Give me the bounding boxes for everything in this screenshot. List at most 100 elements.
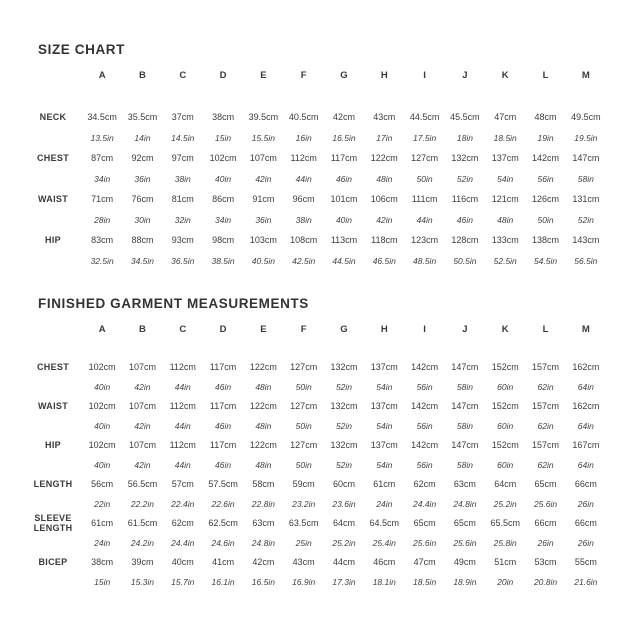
row-label-hip: HIP — [45, 235, 61, 246]
column-header-d: D — [219, 69, 227, 81]
cm-value: 107cm — [249, 153, 277, 164]
in-value: 60in — [497, 420, 514, 431]
cm-value: 152cm — [491, 439, 519, 450]
in-value: 18.1in — [372, 576, 396, 587]
cm-value: 49.5cm — [571, 112, 601, 123]
in-value: 36in — [134, 174, 151, 185]
cm-value: 91cm — [252, 194, 275, 205]
in-value: 25.8in — [493, 537, 517, 548]
in-value: 34in — [94, 174, 111, 185]
cm-value: 41cm — [212, 556, 235, 567]
column-header-e: E — [260, 69, 267, 81]
in-value: 50in — [416, 174, 433, 185]
cm-value: 167cm — [572, 439, 600, 450]
in-value: 14.5in — [171, 133, 195, 144]
in-value: 48in — [497, 215, 514, 226]
cm-value: 42cm — [332, 112, 355, 123]
cm-value: 56.5cm — [127, 478, 158, 489]
in-value: 40in — [335, 215, 353, 226]
row-label-length: LENGTH — [33, 478, 73, 489]
cm-value: 107cm — [128, 439, 156, 450]
cm-value: 102cm — [88, 361, 116, 372]
size-chart-title: SIZE CHART — [38, 42, 125, 57]
column-header-m: M — [581, 323, 590, 335]
column-header-a: A — [98, 69, 106, 81]
cm-value: 62.5cm — [208, 517, 238, 528]
in-value: 24.4in — [413, 498, 437, 509]
cm-value: 49cm — [453, 556, 476, 567]
in-value: 19in — [537, 133, 554, 144]
in-value: 25.6in — [413, 537, 437, 548]
in-value: 58in — [456, 459, 473, 470]
size-chart-section: SIZE CHART A B C D E F G H I J K L M NECK 34.5cm 35.5cm… — [24, 42, 606, 272]
column-header-m: M — [581, 69, 590, 81]
in-value: 62in — [537, 459, 554, 470]
row-label-empty — [24, 170, 82, 191]
row-label-empty — [24, 495, 82, 515]
cm-value: 60cm — [332, 478, 355, 489]
cm-value: 162cm — [572, 400, 600, 411]
cm-value: 128cm — [451, 235, 479, 246]
in-value: 62in — [537, 420, 554, 431]
cm-value: 58cm — [252, 478, 275, 489]
cm-value: 157cm — [532, 439, 560, 450]
cm-value: 142cm — [411, 400, 439, 411]
in-value: 60in — [497, 459, 514, 470]
cm-value: 98cm — [212, 235, 235, 246]
in-value: 54.5in — [533, 256, 558, 267]
column-header-i: I — [423, 69, 426, 81]
in-value: 48in — [255, 381, 272, 392]
in-value: 18in — [456, 133, 473, 144]
column-header-b: B — [139, 323, 146, 335]
in-value: 24.8in — [453, 498, 477, 509]
cm-value: 40.5cm — [288, 112, 319, 123]
cm-value: 87cm — [91, 153, 114, 164]
cm-value: 64.5cm — [369, 517, 400, 528]
finished-garment-section: FINISHED GARMENT MEASUREMENTS A B C D E F G H I J… — [24, 296, 606, 592]
cm-value: 143cm — [572, 235, 600, 246]
cm-value: 44cm — [332, 556, 355, 567]
column-header-e: E — [260, 323, 267, 335]
column-header-k: K — [501, 69, 509, 81]
cm-value: 117cm — [209, 400, 237, 411]
in-value: 15.5in — [251, 133, 275, 144]
in-value: 30in — [134, 215, 151, 226]
cm-value: 66cm — [574, 478, 597, 489]
in-value: 34in — [215, 215, 232, 226]
in-value: 22.4in — [171, 498, 195, 509]
column-header-l: L — [542, 323, 549, 335]
in-value: 62in — [537, 381, 554, 392]
cm-value: 88cm — [131, 235, 154, 246]
column-header-b: B — [139, 69, 146, 81]
in-value: 15.3in — [130, 576, 155, 587]
in-value: 56.5in — [574, 256, 598, 267]
cm-value: 107cm — [128, 400, 156, 411]
cm-value: 138cm — [532, 235, 560, 246]
in-value: 16.9in — [292, 576, 316, 587]
row-label-hip: HIP — [45, 439, 61, 450]
in-value: 26in — [577, 537, 594, 548]
cm-value: 65.5cm — [490, 517, 520, 528]
cm-value: 76cm — [131, 194, 154, 205]
cm-value: 137cm — [370, 361, 398, 372]
in-value: 42in — [134, 459, 151, 470]
in-value: 18.9in — [453, 576, 477, 587]
in-value: 22.2in — [130, 498, 155, 509]
cm-value: 162cm — [572, 361, 600, 372]
row-label-sleeve-length: SLEEVE LENGTH — [33, 512, 73, 533]
finished-garment-table: A B C D E F G H I J K L M CHEST 102cm 107cm 112cm 117cm 12… — [24, 323, 606, 592]
cm-value: 93cm — [171, 235, 194, 246]
cm-value: 56cm — [91, 478, 114, 489]
in-value: 34.5in — [130, 256, 155, 267]
in-value: 42in — [255, 174, 272, 185]
in-value: 38in — [174, 174, 191, 185]
in-value: 54in — [376, 459, 393, 470]
in-value: 24.4in — [171, 537, 195, 548]
cm-value: 86cm — [212, 194, 235, 205]
cm-value: 147cm — [572, 153, 600, 164]
cm-value: 44.5cm — [409, 112, 440, 123]
in-value: 38in — [295, 215, 312, 226]
cm-value: 122cm — [249, 361, 277, 372]
in-value: 19.5in — [574, 133, 598, 144]
cm-value: 64cm — [332, 517, 355, 528]
